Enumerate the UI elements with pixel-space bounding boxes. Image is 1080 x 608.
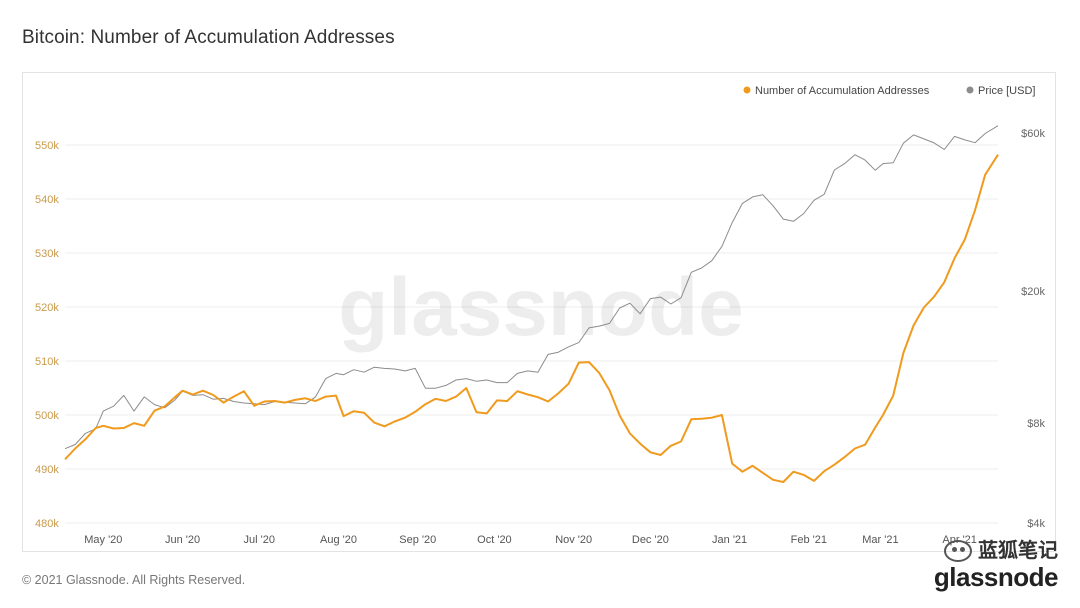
- x-tick-label: Jun '20: [165, 534, 200, 546]
- x-tick-label: Feb '21: [791, 534, 827, 546]
- accumulation-series-line: [64, 154, 999, 483]
- right-tick-label: $8k: [1027, 418, 1045, 430]
- chart-frame: glassnode 480k 490k 500k 510k 520k 530k 540k 55…: [22, 72, 1056, 552]
- left-tick-label: 520k: [35, 302, 59, 314]
- brand-logo: glassnode: [933, 562, 1059, 592]
- brand-cn: 蓝狐笔记: [934, 540, 1058, 562]
- grid-lines: [65, 144, 998, 524]
- x-tick-label: Dec '20: [632, 534, 669, 546]
- accumulation-addresses-chart: glassnode 480k 490k 500k 510k 520k 530k 540k 55…: [35, 85, 1045, 546]
- left-tick-label: 490k: [35, 464, 59, 476]
- legend-swatch: [966, 86, 974, 94]
- right-tick-label: $60k: [1021, 128, 1045, 140]
- x-tick-label: Jan '21: [712, 534, 747, 546]
- wechat-icon: [944, 540, 972, 562]
- brand-block: 蓝狐笔记 glassnode: [933, 540, 1059, 592]
- watermark-glassnode: glassnode: [338, 262, 744, 353]
- price-series-line: [64, 125, 999, 450]
- x-tick-label: Nov '20: [555, 534, 592, 546]
- x-tick-label: Aug '20: [320, 534, 357, 546]
- x-tick-label: Oct '20: [477, 534, 512, 546]
- brand-cn-text: 蓝狐笔记: [978, 540, 1058, 562]
- left-y-axis: 480k 490k 500k 510k 520k 530k 540k 550k: [35, 140, 59, 530]
- x-tick-label: Sep '20: [399, 534, 436, 546]
- x-tick-label: Jul '20: [244, 534, 275, 546]
- legend-label: Price [USD]: [978, 85, 1035, 97]
- page-title: Bitcoin: Number of Accumulation Addresse…: [22, 27, 395, 48]
- left-tick-label: 510k: [35, 356, 59, 368]
- right-tick-label: $4k: [1027, 518, 1045, 530]
- legend: Number of Accumulation Addresses Price [U…: [743, 85, 1035, 97]
- left-tick-label: 480k: [35, 518, 59, 530]
- left-tick-label: 540k: [35, 194, 59, 206]
- legend-label: Number of Accumulation Addresses: [755, 85, 930, 97]
- left-tick-label: 530k: [35, 248, 59, 260]
- copyright-notice: © 2021 Glassnode. All Rights Reserved.: [22, 573, 246, 587]
- right-y-axis: $4k $8k $20k $60k: [1021, 128, 1045, 530]
- x-axis: May '20 Jun '20 Jul '20 Aug '20 Sep '20 Oct '…: [84, 534, 977, 546]
- left-tick-label: 550k: [35, 140, 59, 152]
- x-tick-label: May '20: [84, 534, 122, 546]
- x-tick-label: Mar '21: [862, 534, 898, 546]
- right-tick-label: $20k: [1021, 286, 1045, 298]
- legend-swatch: [743, 86, 751, 94]
- left-tick-label: 500k: [35, 410, 59, 422]
- series-layer: [64, 125, 999, 483]
